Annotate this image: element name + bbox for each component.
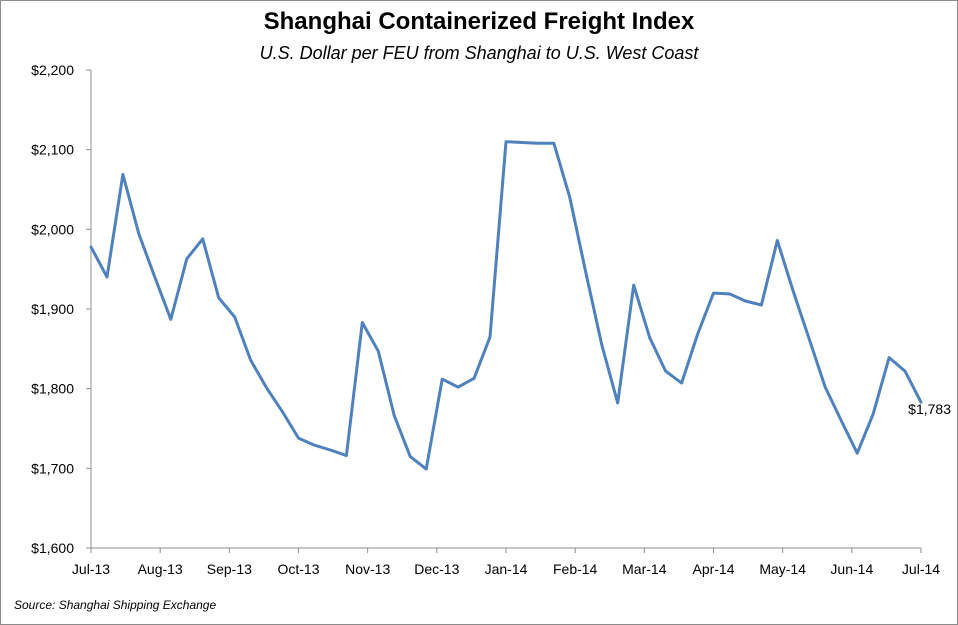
x-tick-label: Feb-14 <box>553 561 598 577</box>
x-tick-label: Apr-14 <box>692 561 734 577</box>
y-tick-label: $1,900 <box>31 301 74 317</box>
x-tick-label: Mar-14 <box>622 561 667 577</box>
y-tick-label: $1,800 <box>31 381 74 397</box>
chart-subtitle: U.S. Dollar per FEU from Shanghai to U.S… <box>259 43 699 63</box>
chart-source: Source: Shanghai Shipping Exchange <box>14 598 217 612</box>
x-tick-label: Jul-14 <box>902 561 940 577</box>
x-tick-label: Aug-13 <box>138 561 183 577</box>
last-value-label: $1,783 <box>908 401 951 417</box>
y-tick-label: $2,000 <box>31 221 74 237</box>
series-line <box>89 140 923 471</box>
x-tick-label: Jun-14 <box>830 561 873 577</box>
y-tick-label: $2,100 <box>31 142 74 158</box>
x-tick-label: May-14 <box>759 561 806 577</box>
y-tick-label: $2,200 <box>31 62 74 78</box>
x-tick-label: Oct-13 <box>277 561 319 577</box>
y-tick-label: $1,700 <box>31 460 74 476</box>
y-tick-label: $1,600 <box>31 540 74 556</box>
x-tick-label: Jul-13 <box>72 561 110 577</box>
x-tick-label: Dec-13 <box>414 561 459 577</box>
x-tick-label: Jan-14 <box>485 561 528 577</box>
chart-title: Shanghai Containerized Freight Index <box>263 8 695 35</box>
x-tick-label: Sep-13 <box>207 561 252 577</box>
x-tick-label: Nov-13 <box>345 561 390 577</box>
